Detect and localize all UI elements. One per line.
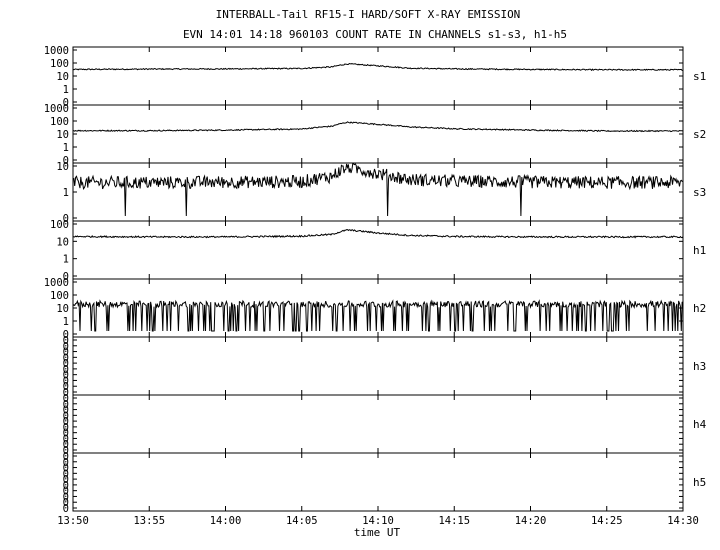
- y-tick-label: 0: [63, 381, 69, 393]
- x-tick-label: 14:15: [438, 515, 470, 527]
- y-tick-label: 0: [63, 399, 69, 411]
- x-tick-label: 13:55: [133, 515, 165, 527]
- panel-frame: [72, 394, 684, 454]
- y-tick-label: 100: [50, 116, 69, 128]
- series-line-s3: [72, 163, 684, 217]
- x-tick-label: 14:25: [591, 515, 623, 527]
- y-tick-label: 10: [56, 71, 69, 83]
- panel-frame: [72, 336, 684, 396]
- y-tick-label: 1000: [44, 45, 69, 57]
- y-tick-label: 0: [63, 439, 69, 451]
- y-tick-label: 0: [63, 491, 69, 503]
- series-line-s1: [72, 62, 683, 72]
- y-tick-label: 0: [63, 410, 69, 422]
- panel-label-h2: h2: [693, 302, 706, 315]
- panel-label-s2: s2: [693, 128, 706, 141]
- y-tick-label: 0: [63, 503, 69, 515]
- y-tick-label: 0: [63, 468, 69, 480]
- y-tick-label: 0: [63, 474, 69, 486]
- y-tick-label: 0: [63, 358, 69, 370]
- y-tick-label: 0: [63, 341, 69, 353]
- panel-frame: [72, 46, 684, 106]
- y-tick-label: 0: [63, 155, 69, 167]
- chart-title: INTERBALL-Tail RF15-I HARD/SOFT X-RAY EM…: [216, 8, 521, 21]
- panel-label-h3: h3: [693, 360, 706, 373]
- y-tick-label: 0: [63, 387, 69, 399]
- x-axis: 13:50 13:55 14:00 14:05 14:10 14:15 14:20 14:25…: [57, 515, 699, 527]
- panel-frame: [72, 452, 684, 512]
- y-tick-label: 1: [63, 187, 69, 199]
- y-tick-label: 0: [63, 433, 69, 445]
- panel-label-s3: s3: [693, 186, 706, 199]
- y-tick-label: 100: [50, 290, 69, 302]
- panel-label-s1: s1: [693, 70, 706, 83]
- y-tick-label: 0: [63, 213, 69, 225]
- y-tick-label: 0: [63, 347, 69, 359]
- y-tick-label: 0: [63, 416, 69, 428]
- panel-label-h1: h1: [693, 244, 706, 257]
- y-tick-label: 0: [63, 364, 69, 376]
- y-tick-label: 0: [63, 463, 69, 475]
- y-tick-label: 1000: [44, 103, 69, 115]
- chart-subtitle: EVN 14:01 14:18 960103 COUNT RATE IN CHA…: [183, 28, 567, 41]
- y-tick-label: 100: [50, 58, 69, 70]
- y-tick-label: 10: [56, 129, 69, 141]
- y-tick-label: 0: [63, 405, 69, 417]
- y-tick-label: 10: [56, 236, 69, 248]
- series-line-h1: [72, 229, 684, 239]
- x-tick-label: 14:30: [667, 515, 699, 527]
- y-tick-label: 10: [56, 161, 69, 173]
- y-tick-label: 1: [63, 254, 69, 266]
- y-tick-label: 0: [63, 375, 69, 387]
- panel-frame: [72, 104, 684, 164]
- y-tick-label: 1: [63, 84, 69, 96]
- y-tick-label: 0: [63, 97, 69, 109]
- y-tick-label: 0: [63, 497, 69, 509]
- series-line-h2: [72, 299, 684, 332]
- y-tick-label: 0: [63, 335, 69, 347]
- y-tick-label: 0: [63, 480, 69, 492]
- y-tick-label: 10: [56, 303, 69, 315]
- y-tick-label: 0: [63, 486, 69, 498]
- y-tick-label: 0: [63, 370, 69, 382]
- x-tick-label: 14:20: [515, 515, 547, 527]
- y-tick-label: 0: [63, 422, 69, 434]
- series-line-s2: [73, 121, 684, 133]
- y-tick-label: 0: [63, 271, 69, 283]
- panel-label-h5: h5: [693, 476, 706, 489]
- y-tick-label: 1000: [44, 277, 69, 289]
- x-tick-label: 14:10: [362, 515, 394, 527]
- x-axis-label: time UT: [354, 526, 401, 539]
- y-tick-label: 1: [63, 142, 69, 154]
- panel-frame: [72, 220, 684, 280]
- y-tick-label: 0: [63, 457, 69, 469]
- x-tick-label: 13:50: [57, 515, 89, 527]
- x-tick-label: 14:00: [210, 515, 242, 527]
- y-tick-label: 0: [63, 428, 69, 440]
- plot-panels: 10001001010s110001001010s21010s31001010h…: [44, 45, 707, 515]
- y-tick-label: 100: [50, 219, 69, 231]
- y-tick-label: 0: [63, 329, 69, 341]
- y-tick-label: 1: [63, 316, 69, 328]
- y-tick-label: 0: [63, 451, 69, 463]
- x-tick-label: 14:05: [286, 515, 318, 527]
- panel-frame: [72, 162, 684, 222]
- y-tick-label: 0: [63, 445, 69, 457]
- y-tick-label: 0: [63, 352, 69, 364]
- y-tick-label: 0: [63, 393, 69, 405]
- panel-label-h4: h4: [693, 418, 707, 431]
